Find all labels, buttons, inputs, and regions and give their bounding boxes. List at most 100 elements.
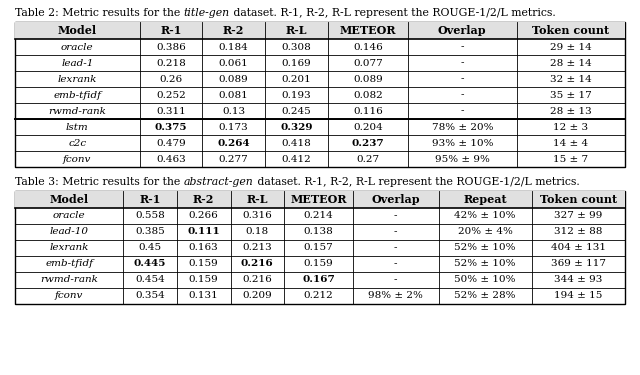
Text: emb-tfidf: emb-tfidf [53, 90, 101, 99]
Text: 0.184: 0.184 [219, 42, 248, 51]
Text: 0.445: 0.445 [134, 260, 166, 268]
Text: 0.204: 0.204 [353, 123, 383, 132]
Text: R-1: R-1 [160, 25, 182, 36]
Text: 12 ± 3: 12 ± 3 [553, 123, 588, 132]
Text: 0.163: 0.163 [189, 243, 218, 252]
Text: METEOR: METEOR [340, 25, 396, 36]
Text: 0.159: 0.159 [303, 260, 333, 268]
Bar [15, 191, 625, 304]
Text: lexrank: lexrank [49, 243, 89, 252]
Text: 52% ± 10%: 52% ± 10% [454, 243, 516, 252]
Text: 0.193: 0.193 [282, 90, 311, 99]
Text: 0.077: 0.077 [353, 58, 383, 68]
Text: -: - [394, 243, 397, 252]
Text: 0.216: 0.216 [243, 276, 272, 285]
Text: 98% ± 2%: 98% ± 2% [368, 291, 423, 300]
Text: 0.218: 0.218 [156, 58, 186, 68]
Text: 0.375: 0.375 [155, 123, 187, 132]
Text: title-gen: title-gen [184, 8, 230, 18]
Text: 0.111: 0.111 [188, 228, 220, 237]
Text: lead-10: lead-10 [49, 228, 88, 237]
Text: 28 ± 13: 28 ± 13 [550, 106, 591, 116]
Text: 0.308: 0.308 [282, 42, 311, 51]
Text: fconv: fconv [63, 154, 92, 164]
Text: 32 ± 14: 32 ± 14 [550, 75, 591, 84]
Text: 0.138: 0.138 [303, 228, 333, 237]
Bar [15, 22, 625, 39]
Text: -: - [394, 211, 397, 220]
Text: -: - [394, 228, 397, 237]
Text: 0.146: 0.146 [353, 42, 383, 51]
Text: 50% ± 10%: 50% ± 10% [454, 276, 516, 285]
Text: 0.311: 0.311 [156, 106, 186, 116]
Text: 0.209: 0.209 [243, 291, 272, 300]
Text: rwmd-rank: rwmd-rank [40, 276, 98, 285]
Text: 404 ± 131: 404 ± 131 [551, 243, 606, 252]
Text: 0.13: 0.13 [222, 106, 245, 116]
Text: 344 ± 93: 344 ± 93 [554, 276, 603, 285]
Text: 28 ± 14: 28 ± 14 [550, 58, 591, 68]
Text: R-L: R-L [246, 194, 268, 205]
Text: -: - [461, 42, 464, 51]
Text: 0.26: 0.26 [159, 75, 182, 84]
Text: 95% ± 9%: 95% ± 9% [435, 154, 490, 164]
Text: 29 ± 14: 29 ± 14 [550, 42, 591, 51]
Text: R-1: R-1 [140, 194, 161, 205]
Text: 0.201: 0.201 [282, 75, 311, 84]
Text: lead-1: lead-1 [61, 58, 93, 68]
Text: rwmd-rank: rwmd-rank [49, 106, 106, 116]
Text: Token count: Token count [532, 25, 609, 36]
Bar [15, 22, 625, 167]
Text: 0.463: 0.463 [156, 154, 186, 164]
Text: 42% ± 10%: 42% ± 10% [454, 211, 516, 220]
Text: dataset. R-1, R-2, R-L represent the ROUGE-1/2/L metrics.: dataset. R-1, R-2, R-L represent the ROU… [253, 177, 579, 187]
Text: 0.18: 0.18 [246, 228, 269, 237]
Text: 0.159: 0.159 [189, 260, 218, 268]
Text: 52% ± 10%: 52% ± 10% [454, 260, 516, 268]
Text: 0.264: 0.264 [218, 138, 250, 147]
Text: 194 ± 15: 194 ± 15 [554, 291, 603, 300]
Text: 52% ± 28%: 52% ± 28% [454, 291, 516, 300]
Text: 0.061: 0.061 [219, 58, 248, 68]
Text: 0.329: 0.329 [280, 123, 312, 132]
Text: -: - [461, 75, 464, 84]
Text: -: - [394, 260, 397, 268]
Text: 0.237: 0.237 [351, 138, 384, 147]
Text: Token count: Token count [540, 194, 617, 205]
Text: 35 ± 17: 35 ± 17 [550, 90, 591, 99]
Text: 0.418: 0.418 [282, 138, 311, 147]
Text: 20% ± 4%: 20% ± 4% [458, 228, 513, 237]
Text: Overlap: Overlap [371, 194, 420, 205]
Text: 0.316: 0.316 [243, 211, 272, 220]
Text: fconv: fconv [55, 291, 83, 300]
Text: R-L: R-L [285, 25, 307, 36]
Text: Repeat: Repeat [463, 194, 507, 205]
Text: 0.159: 0.159 [189, 276, 218, 285]
Text: 0.412: 0.412 [282, 154, 311, 164]
Text: oracle: oracle [52, 211, 85, 220]
Text: oracle: oracle [61, 42, 93, 51]
Text: 15 ± 7: 15 ± 7 [553, 154, 588, 164]
Text: 0.157: 0.157 [303, 243, 333, 252]
Text: 0.354: 0.354 [135, 291, 165, 300]
Text: Table 2: Metric results for the: Table 2: Metric results for the [15, 8, 184, 18]
Text: 0.082: 0.082 [353, 90, 383, 99]
Text: 0.089: 0.089 [353, 75, 383, 84]
Text: 0.116: 0.116 [353, 106, 383, 116]
Text: 0.45: 0.45 [138, 243, 161, 252]
Text: 93% ± 10%: 93% ± 10% [431, 138, 493, 147]
Text: dataset. R-1, R-2, R-L represent the ROUGE-1/2/L metrics.: dataset. R-1, R-2, R-L represent the ROU… [230, 8, 556, 18]
Text: 0.169: 0.169 [282, 58, 311, 68]
Text: 14 ± 4: 14 ± 4 [553, 138, 588, 147]
Text: 369 ± 117: 369 ± 117 [551, 260, 606, 268]
Text: c2c: c2c [68, 138, 86, 147]
Text: abstract-gen: abstract-gen [184, 177, 253, 187]
Text: 327 ± 99: 327 ± 99 [554, 211, 603, 220]
Text: 0.216: 0.216 [241, 260, 274, 268]
Text: lexrank: lexrank [58, 75, 97, 84]
Text: 0.213: 0.213 [243, 243, 272, 252]
Text: R-2: R-2 [223, 25, 244, 36]
Text: METEOR: METEOR [291, 194, 347, 205]
Text: 0.252: 0.252 [156, 90, 186, 99]
Text: 0.167: 0.167 [302, 276, 335, 285]
